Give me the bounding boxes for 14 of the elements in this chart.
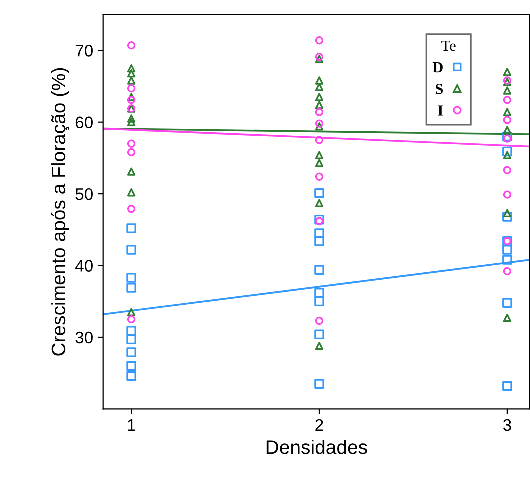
x-tick-label: 2 <box>316 419 324 431</box>
y-tick-label: 40 <box>75 260 93 272</box>
x-tick-label: 1 <box>128 420 136 431</box>
y-tick-label: 60 <box>76 116 93 129</box>
x-tick-label: 3 <box>503 419 512 432</box>
legend-label: S <box>436 84 444 94</box>
y-axis-title: Crescimento após a Floração (%) <box>51 68 70 356</box>
x-axis-title: Densidades <box>266 440 368 454</box>
legend-label: I <box>438 106 444 116</box>
y-tick-label: 50 <box>76 188 93 200</box>
legend-title: Te <box>442 40 456 52</box>
y-tick-label: 30 <box>76 332 93 344</box>
legend-label: D <box>432 62 443 73</box>
y-tick-label: 70 <box>76 45 93 57</box>
